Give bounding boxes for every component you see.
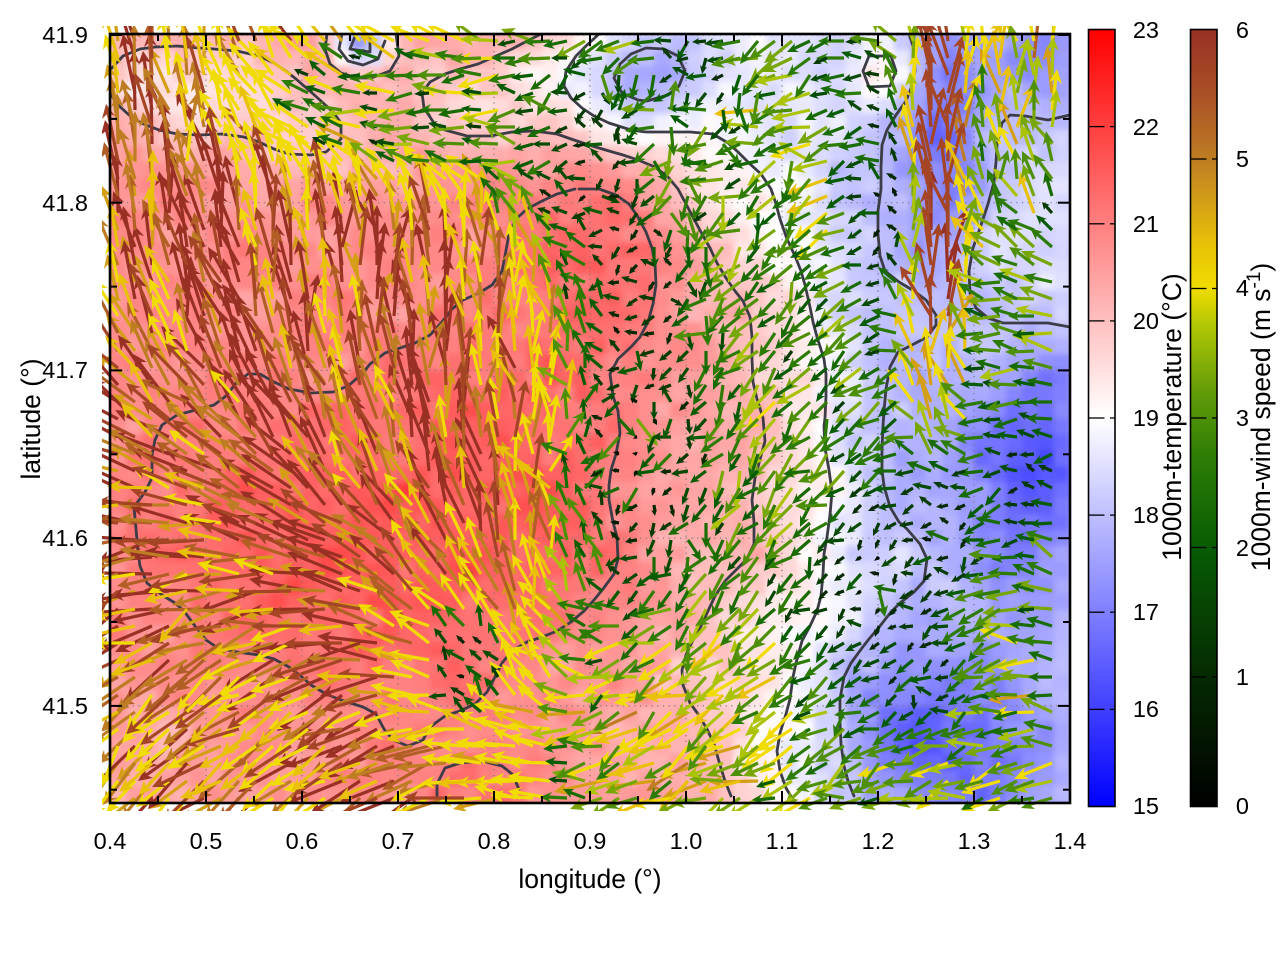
svg-text:1.3: 1.3 <box>958 828 991 854</box>
svg-text:longitude (°): longitude (°) <box>518 864 661 894</box>
svg-text:41.8: 41.8 <box>42 190 88 216</box>
svg-text:16: 16 <box>1133 696 1159 722</box>
svg-text:4: 4 <box>1236 275 1249 301</box>
svg-text:41.5: 41.5 <box>42 693 88 719</box>
svg-text:21: 21 <box>1133 211 1159 237</box>
svg-text:3: 3 <box>1236 405 1249 431</box>
svg-text:1.0: 1.0 <box>670 828 703 854</box>
svg-text:0.6: 0.6 <box>286 828 319 854</box>
svg-text:0.8: 0.8 <box>478 828 511 854</box>
svg-text:0: 0 <box>1236 793 1249 819</box>
svg-text:latitude (°): latitude (°) <box>16 358 46 479</box>
svg-text:1.1: 1.1 <box>766 828 799 854</box>
svg-text:5: 5 <box>1236 146 1249 172</box>
svg-text:41.9: 41.9 <box>42 22 88 48</box>
svg-text:41.7: 41.7 <box>42 357 88 383</box>
svg-text:0.9: 0.9 <box>574 828 607 854</box>
svg-text:0.7: 0.7 <box>382 828 415 854</box>
svg-text:19: 19 <box>1133 405 1159 431</box>
svg-text:6: 6 <box>1236 17 1249 43</box>
svg-text:22: 22 <box>1133 114 1159 140</box>
svg-text:0.4: 0.4 <box>94 828 127 854</box>
svg-text:1.2: 1.2 <box>862 828 895 854</box>
svg-text:20: 20 <box>1133 308 1159 334</box>
svg-text:17: 17 <box>1133 599 1159 625</box>
svg-text:18: 18 <box>1133 502 1159 528</box>
svg-text:1000m-temperature (°C): 1000m-temperature (°C) <box>1157 273 1187 560</box>
svg-text:1.4: 1.4 <box>1054 828 1087 854</box>
svg-text:0.5: 0.5 <box>190 828 223 854</box>
svg-text:15: 15 <box>1133 793 1159 819</box>
svg-text:41.6: 41.6 <box>42 525 88 551</box>
svg-text:23: 23 <box>1133 17 1159 43</box>
svg-text:1000m-wind speed (m s-1): 1000m-wind speed (m s-1) <box>1244 263 1276 572</box>
svg-text:1: 1 <box>1236 664 1249 690</box>
svg-text:2: 2 <box>1236 535 1249 561</box>
